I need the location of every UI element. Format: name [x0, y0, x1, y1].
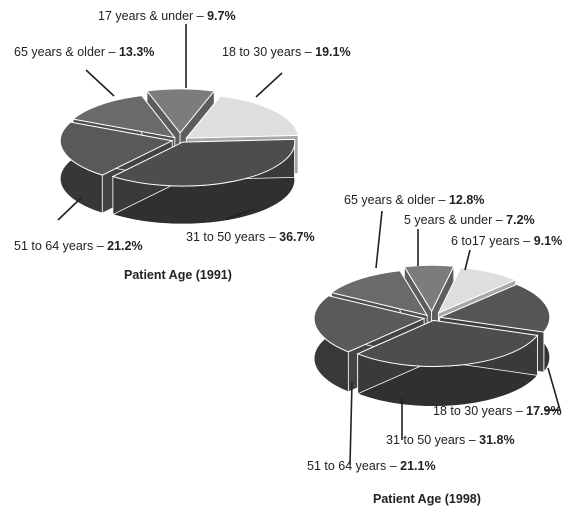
pie-slice-51-to-64-years	[59, 121, 174, 176]
pie-slice-18-to-30-years	[437, 283, 551, 333]
leader-lines	[57, 24, 562, 466]
pie-1991	[59, 88, 299, 225]
label-1998-31-50: 31 to 50 years – 31.8%	[386, 433, 515, 447]
label-1998-18-30: 18 to 30 years – 17.9%	[433, 404, 562, 418]
leader-1991-18-30	[255, 72, 283, 98]
pie-1998	[313, 264, 551, 407]
label-1998-51-64: 51 to 64 years – 21.1%	[307, 459, 436, 473]
pie-slice-65-years-and-older	[72, 95, 176, 139]
leader-1998-18-30	[545, 367, 562, 411]
pie-slice-31-to-50-years	[111, 138, 296, 187]
pie-slice-31-to-50-years	[356, 319, 539, 367]
pie-slice-6-to17-years	[437, 267, 517, 314]
pie-slice-17-years-and-under	[146, 88, 216, 134]
label-1991-51-64: 51 to 64 years – 21.2%	[14, 239, 143, 253]
pie-slice-51-to-64-years	[313, 295, 426, 353]
leader-1998-51-64	[349, 381, 353, 466]
leader-1991-65-older	[85, 69, 115, 97]
label-1991-17-under: 17 years & under – 9.7%	[98, 9, 236, 23]
label-1991-31-50: 31 to 50 years – 36.7%	[186, 230, 315, 244]
pie-slice-18-to-30-years	[185, 95, 299, 139]
pie-slice-5-years-and-under	[403, 264, 455, 313]
label-1998-5-under: 5 years & under – 7.2%	[404, 213, 535, 227]
label-1991-65-older: 65 years & older – 13.3%	[14, 45, 154, 59]
leader-1991-31-50	[225, 208, 255, 220]
leader-1991-51-64	[57, 196, 83, 221]
leader-1998-65-older	[375, 210, 383, 269]
title-1991: Patient Age (1991)	[124, 268, 232, 282]
title-1998: Patient Age (1998)	[373, 492, 481, 506]
label-1991-18-30: 18 to 30 years – 19.1%	[222, 45, 351, 59]
pie-slice-65-years-and-older	[330, 270, 429, 317]
label-1998-65-older: 65 years & older – 12.8%	[344, 193, 484, 207]
leader-1998-6-17	[464, 249, 471, 271]
label-1998-6-17: 6 to17 years – 9.1%	[451, 234, 562, 248]
